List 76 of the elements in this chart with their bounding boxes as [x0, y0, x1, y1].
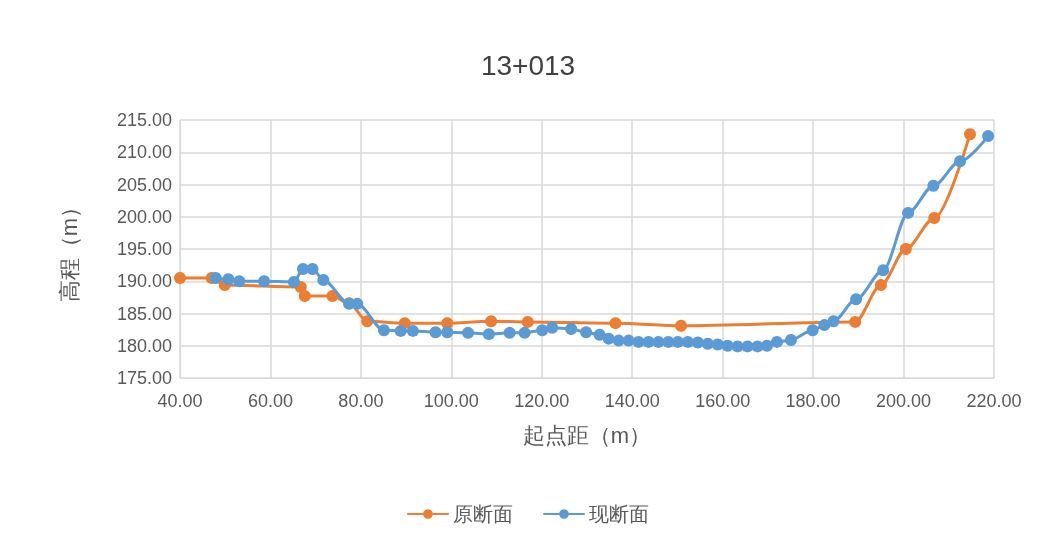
x-tick-label: 140.00	[604, 391, 660, 411]
x-tick-label: 60.00	[247, 391, 293, 411]
point	[580, 326, 593, 339]
point	[536, 324, 549, 337]
point	[761, 339, 773, 352]
point	[632, 335, 645, 348]
point	[298, 290, 311, 303]
point	[394, 324, 407, 337]
point	[317, 273, 330, 286]
point	[609, 317, 622, 330]
point	[612, 334, 625, 347]
y-tick-label: 185.00	[116, 303, 172, 324]
point	[675, 319, 688, 332]
point	[849, 315, 862, 328]
point	[602, 332, 615, 345]
point	[874, 279, 887, 292]
point	[441, 326, 454, 339]
y-tick-label: 205.00	[116, 174, 172, 195]
point	[565, 322, 578, 335]
point	[174, 272, 186, 285]
chart-title: 13+013	[480, 49, 576, 81]
x-tick-label: 180.00	[785, 391, 841, 411]
point	[521, 315, 534, 328]
point	[731, 340, 744, 353]
point	[954, 155, 967, 168]
point	[982, 130, 995, 143]
point	[928, 212, 941, 225]
legend-label: 现断面	[589, 503, 649, 525]
y-tick-label: 200.00	[116, 206, 172, 227]
point	[784, 333, 797, 346]
point	[701, 337, 714, 350]
point	[827, 315, 840, 328]
point	[546, 321, 559, 334]
point	[306, 263, 319, 275]
point	[406, 324, 419, 337]
point	[877, 264, 890, 277]
point	[806, 324, 819, 337]
point	[652, 335, 665, 348]
x-tick-label: 220.00	[966, 391, 1022, 411]
point	[770, 335, 783, 348]
point	[964, 128, 977, 141]
point	[209, 272, 222, 285]
x-tick-label: 120.00	[514, 391, 570, 411]
point	[297, 263, 309, 275]
point	[899, 243, 912, 255]
point	[711, 338, 724, 351]
y-tick-label: 195.00	[116, 239, 172, 259]
point	[222, 273, 235, 286]
point	[850, 293, 863, 306]
x-tick-label: 160.00	[695, 391, 751, 411]
point	[233, 275, 246, 288]
point	[503, 326, 516, 339]
x-axis-title: 起点距（m）	[522, 422, 652, 448]
y-axis-title: 高程（m）	[56, 195, 82, 303]
y-tick-label: 215.00	[116, 110, 172, 130]
legend-label: 原断面	[453, 503, 513, 525]
point	[518, 326, 531, 339]
point	[721, 339, 734, 352]
point	[462, 326, 475, 339]
x-tick-label: 100.00	[423, 391, 479, 411]
point	[485, 315, 498, 328]
point	[927, 179, 940, 192]
y-tick-label: 180.00	[116, 335, 172, 356]
point	[377, 324, 390, 337]
point	[258, 275, 271, 288]
x-tick-label: 80.00	[338, 391, 384, 411]
y-tick-label: 210.00	[116, 142, 172, 163]
point	[287, 275, 300, 288]
point	[429, 326, 442, 339]
point	[902, 206, 915, 219]
point	[622, 334, 635, 347]
x-tick-label: 200.00	[876, 391, 932, 411]
y-tick-label: 190.00	[116, 271, 172, 292]
x-tick-label: 40.00	[157, 391, 203, 411]
y-tick-label: 175.00	[116, 368, 172, 388]
point	[482, 328, 495, 341]
